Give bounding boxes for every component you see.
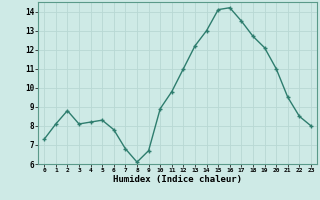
X-axis label: Humidex (Indice chaleur): Humidex (Indice chaleur) bbox=[113, 175, 242, 184]
